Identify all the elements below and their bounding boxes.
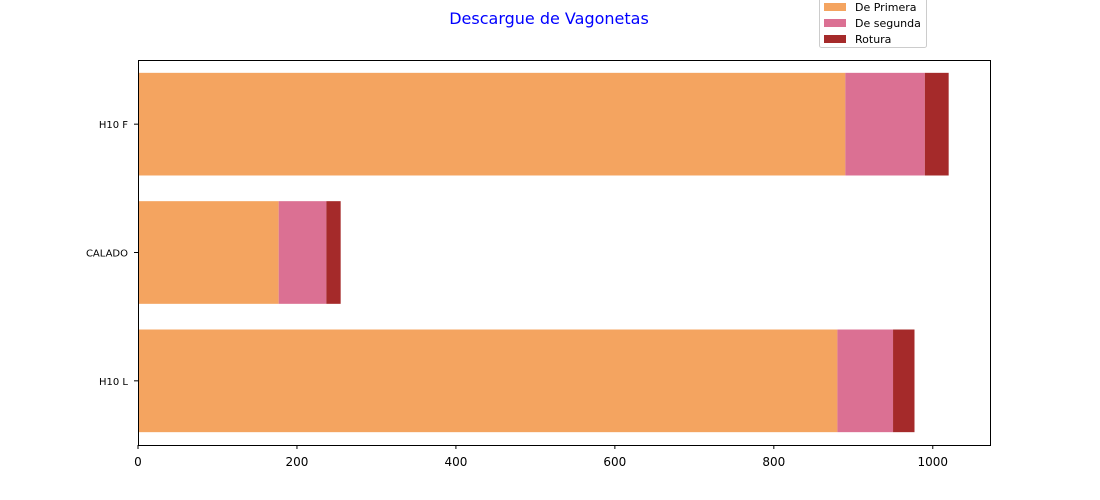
bar-calado-rotura (326, 201, 341, 304)
x-tick-label: 1000 (918, 455, 949, 469)
bar-h10-f-de-primera (138, 72, 846, 176)
bars-layer (138, 72, 949, 433)
legend-label-de-segunda: De segunda (855, 17, 921, 30)
x-tick-label: 200 (286, 455, 309, 469)
y-tick-label: H10 L (99, 377, 128, 388)
y-tick-label: CALADO (86, 249, 128, 260)
bar-h10-f-de-segunda (845, 72, 925, 176)
x-tick-label: 600 (603, 455, 626, 469)
axis-ticks: 0 200 400 600 800 1000 H10 L CALADO H10 F (86, 120, 948, 469)
legend-swatch-de-primera (824, 3, 846, 11)
y-tick-label: H10 F (99, 120, 128, 131)
bar-h10-l-de-segunda (837, 329, 894, 433)
bar-h10-l-de-primera (138, 329, 838, 433)
x-tick-label: 0 (134, 455, 142, 469)
x-tick-label: 800 (762, 455, 785, 469)
legend-swatch-rotura (824, 35, 846, 43)
chart-title: Descargue de Vagonetas (449, 9, 649, 28)
legend-label-rotura: Rotura (855, 33, 891, 46)
bar-calado-de-primera (138, 201, 279, 304)
x-tick-label: 400 (444, 455, 467, 469)
plot-area (138, 60, 991, 446)
bar-h10-f-rotura (924, 72, 949, 176)
bar-calado-de-segunda (278, 201, 327, 304)
legend: De Primera De segunda Rotura (819, 0, 927, 48)
legend-items: De Primera De segunda Rotura (824, 1, 921, 46)
legend-label-de-primera: De Primera (855, 1, 917, 14)
bar-h10-l-rotura (893, 329, 915, 433)
legend-frame (819, 0, 927, 48)
legend-swatch-de-segunda (824, 19, 846, 27)
